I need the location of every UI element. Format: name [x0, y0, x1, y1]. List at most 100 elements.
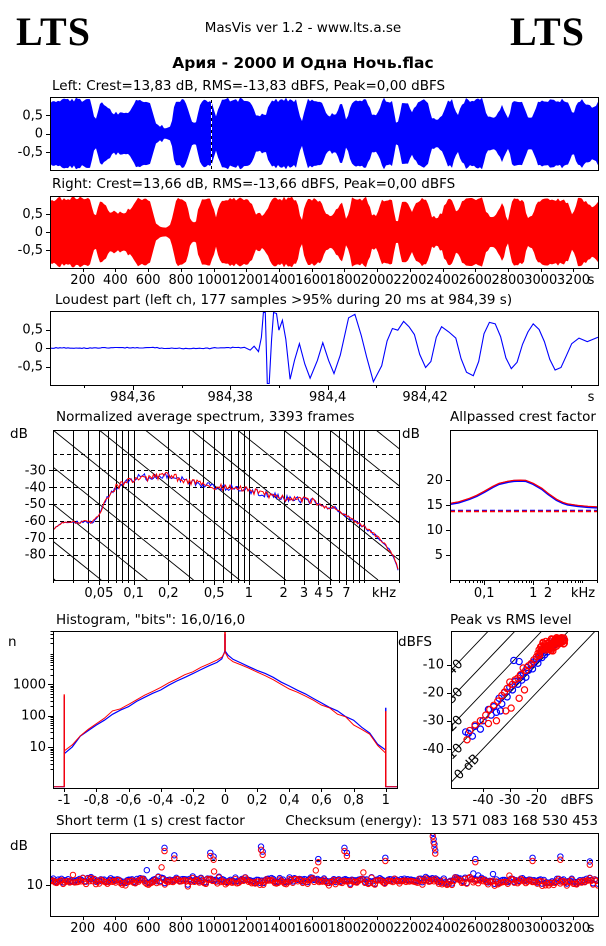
svg-text:0: 0 [35, 341, 43, 356]
lts-logo-left: LTS [16, 9, 91, 54]
plot-allpassed: 5 10 15 20 0,1 1 2 kHz [426, 430, 598, 601]
svg-text:0: 0 [221, 793, 229, 808]
svg-text:0,6: 0,6 [311, 793, 332, 808]
svg-text:600: 600 [136, 273, 161, 288]
svg-text:1: 1 [529, 586, 537, 601]
short-term-y-unit-label: dB [10, 838, 28, 854]
svg-text:40: 40 [444, 657, 466, 679]
wave-left-title: Left: Crest=13,83 dB, RMS=-13,83 dBFS, P… [52, 78, 446, 94]
svg-text:-80: -80 [25, 548, 46, 563]
svg-text:-0,4: -0,4 [148, 793, 173, 808]
svg-text:0: 0 [35, 225, 43, 240]
svg-text:2600: 2600 [459, 921, 492, 936]
svg-text:400: 400 [103, 921, 128, 936]
svg-text:5: 5 [325, 586, 333, 601]
svg-text:0,1: 0,1 [123, 586, 144, 601]
svg-text:800: 800 [168, 921, 193, 936]
svg-text:s: s [588, 273, 595, 288]
svg-text:dBFS: dBFS [561, 793, 594, 808]
svg-text:-0,8: -0,8 [84, 793, 109, 808]
svg-text:0,5: 0,5 [22, 108, 43, 123]
spectrum-y-unit-label: dB [10, 426, 28, 442]
svg-text:-50: -50 [25, 497, 46, 512]
svg-text:10: 10 [26, 878, 43, 893]
svg-text:15: 15 [426, 498, 443, 513]
spectrum-title: Normalized average spectrum, 3393 frames [56, 409, 355, 425]
svg-text:-0,6: -0,6 [116, 793, 141, 808]
svg-text:2: 2 [280, 586, 288, 601]
svg-text:-0,5: -0,5 [18, 360, 43, 375]
svg-text:2200: 2200 [393, 921, 426, 936]
svg-text:0: 0 [35, 127, 43, 142]
wave-right-title: Right: Crest=13,66 dB, RMS=-13,66 dBFS, … [52, 176, 456, 192]
svg-text:1: 1 [245, 586, 253, 601]
histogram-y-unit-label: n [8, 634, 17, 650]
svg-text:400: 400 [103, 273, 128, 288]
svg-text:2: 2 [544, 586, 552, 601]
svg-text:kHz: kHz [571, 586, 595, 601]
svg-text:1400: 1400 [262, 273, 295, 288]
svg-text:-0,5: -0,5 [18, 243, 43, 258]
svg-text:2800: 2800 [491, 273, 524, 288]
svg-text:984,42: 984,42 [402, 390, 448, 405]
svg-text:1600: 1600 [295, 921, 328, 936]
svg-text:0,05: 0,05 [84, 586, 113, 601]
plot-wave_right: 0,5 0 -0,5 200 400 600 800 1000 1200 1400 1600 1800… [18, 196, 599, 288]
svg-text:-70: -70 [25, 531, 46, 546]
peak-vs-rms-title: Peak vs RMS level [450, 612, 572, 628]
svg-text:2800: 2800 [491, 921, 524, 936]
svg-text:-20: -20 [526, 793, 547, 808]
svg-text:2200: 2200 [393, 273, 426, 288]
svg-text:0,1: 0,1 [474, 586, 495, 601]
svg-text:-60: -60 [25, 514, 46, 529]
svg-text:-30: -30 [423, 714, 444, 729]
svg-text:0,8: 0,8 [343, 793, 364, 808]
svg-text:-10: -10 [423, 658, 444, 673]
svg-text:20: 20 [426, 473, 443, 488]
svg-text:1400: 1400 [262, 921, 295, 936]
svg-text:-30: -30 [25, 463, 46, 478]
svg-text:2400: 2400 [426, 921, 459, 936]
svg-text:0,5: 0,5 [204, 586, 225, 601]
svg-text:-0,2: -0,2 [180, 793, 205, 808]
svg-text:3000: 3000 [524, 273, 557, 288]
svg-text:-0,5: -0,5 [18, 145, 43, 160]
plot-wave_left: 0,5 0 -0,5 [18, 97, 599, 171]
loudest-part-title: Loudest part (left ch, 177 samples >95% … [55, 292, 513, 308]
svg-text:2000: 2000 [361, 921, 394, 936]
svg-text:1800: 1800 [328, 921, 361, 936]
spectrum-y-unit-label-right: dB [402, 426, 420, 442]
svg-text:1000: 1000 [13, 677, 46, 692]
svg-text:2600: 2600 [459, 273, 492, 288]
svg-text:1600: 1600 [295, 273, 328, 288]
svg-text:10: 10 [29, 740, 46, 755]
svg-text:3000: 3000 [524, 921, 557, 936]
svg-text:200: 200 [70, 273, 95, 288]
svg-text:5: 5 [435, 548, 443, 563]
svg-text:-40: -40 [423, 742, 444, 757]
svg-text:1800: 1800 [328, 273, 361, 288]
checksum-value: 13 571 083 168 530 453 [430, 813, 598, 829]
checksum: Checksum (energy): 13 571 083 168 530 45… [230, 813, 598, 829]
svg-text:984,38: 984,38 [207, 390, 253, 405]
svg-text:3: 3 [300, 586, 308, 601]
app-version-text: MasVis ver 1.2 - www.lts.a.se [204, 20, 402, 36]
svg-text:s: s [588, 390, 595, 405]
svg-text:0,5: 0,5 [22, 207, 43, 222]
svg-text:10: 10 [426, 523, 443, 538]
svg-text:30: 30 [444, 685, 466, 707]
svg-text:200: 200 [70, 921, 95, 936]
plot-histogram: 10 100 1000 -1 -0,8 -0,6 -0,4 -0,2 0 0,2 0,4 0,6 0,8… [13, 631, 398, 808]
svg-text:1000: 1000 [197, 921, 230, 936]
svg-text:4: 4 [314, 586, 322, 601]
svg-text:7: 7 [342, 586, 350, 601]
svg-text:1200: 1200 [230, 273, 263, 288]
svg-text:1: 1 [382, 793, 390, 808]
svg-text:-20: -20 [423, 686, 444, 701]
file-title: Ария - 2000 И Одна Ночь.flac [172, 54, 434, 72]
svg-text:s: s [588, 921, 595, 936]
svg-text:3200: 3200 [557, 273, 590, 288]
svg-text:1000: 1000 [197, 273, 230, 288]
